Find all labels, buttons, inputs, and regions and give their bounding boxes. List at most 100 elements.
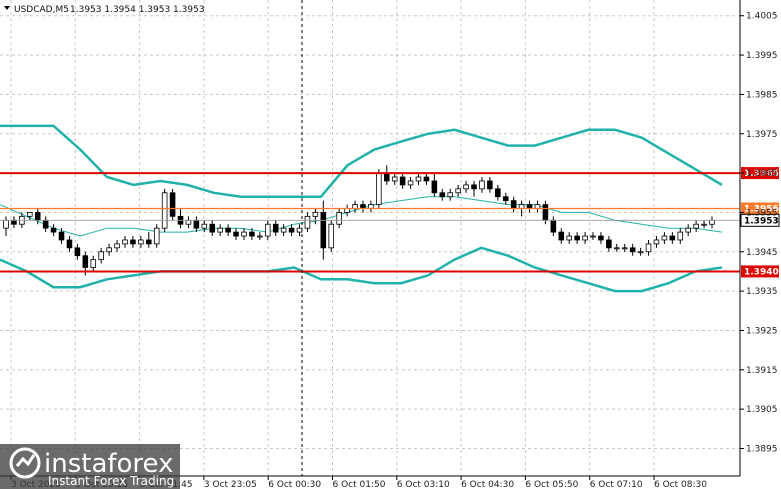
x-tick-label: 6 Oct 03:10 [397, 480, 450, 489]
candle-body [447, 192, 454, 198]
dropdown-triangle-icon[interactable] [4, 6, 10, 10]
candle-body [320, 212, 327, 249]
x-tick-label: 6 Oct 00:30 [268, 480, 321, 489]
candle [114, 239, 120, 252]
level-tag-label: 1.3940 [744, 267, 779, 277]
candle-body [455, 188, 461, 194]
candle [217, 224, 223, 237]
candle-body [209, 223, 216, 233]
candle [90, 255, 97, 272]
candle-body [653, 239, 660, 245]
candle-body [510, 200, 517, 209]
candle [479, 177, 485, 193]
candle-body [201, 223, 208, 229]
candle-body [312, 212, 319, 217]
candle [431, 173, 438, 197]
candle [272, 220, 279, 237]
logo-tagline: Instant Forex Trading [48, 474, 174, 488]
candle [693, 220, 699, 233]
candle [598, 232, 604, 244]
candle-body [637, 251, 644, 254]
x-tick-label: 6 Oct 05:50 [525, 480, 578, 489]
ohlc-label: 1.3953 1.3954 1.3953 1.3953 [70, 5, 205, 15]
candle [399, 173, 406, 189]
candle-body [257, 235, 263, 238]
candle [463, 180, 469, 193]
candle-body [58, 231, 65, 241]
logo-arrow-icon [15, 454, 36, 467]
candles [3, 165, 715, 276]
candle [502, 192, 509, 205]
candle [320, 200, 327, 260]
candle-body [614, 247, 620, 250]
candle-body [74, 247, 81, 257]
x-tick-label: 6 Oct 07:10 [590, 480, 643, 489]
candle [138, 236, 144, 248]
candle-body [138, 239, 144, 245]
candle [233, 228, 239, 240]
candle-body [629, 247, 636, 253]
candle [153, 224, 160, 248]
candle-body [122, 239, 128, 245]
level-tag [741, 202, 779, 215]
candle-body [161, 192, 168, 229]
chart-header: USDCAD,M5 1.3953 1.3954 1.3953 1.3953 [4, 5, 205, 15]
candle [280, 224, 287, 237]
candle [495, 184, 501, 201]
y-tick-label: 1.3985 [746, 90, 778, 100]
x-tick-label: 3 Oct 23:05 [204, 480, 257, 489]
candle-body [391, 176, 398, 182]
candle [50, 224, 57, 237]
candle [653, 236, 660, 248]
candle-body [169, 192, 176, 217]
logo-brand: instaforex [44, 449, 173, 479]
y-tick-label: 1.3945 [746, 248, 778, 258]
candle-body [399, 176, 406, 186]
candle [66, 236, 73, 252]
candle-body [296, 227, 303, 233]
candle-body [479, 180, 485, 190]
candle-body [114, 243, 120, 249]
candle [415, 173, 422, 185]
candle [201, 220, 208, 233]
y-tick-label: 1.3915 [746, 366, 778, 376]
y-tick-label: 1.3955 [746, 208, 778, 218]
y-tick-label: 1.3935 [746, 287, 778, 297]
candle [328, 220, 335, 252]
y-tick-label: 1.3975 [746, 130, 778, 140]
candle [74, 243, 81, 260]
candle-body [233, 231, 239, 237]
candle-body [280, 227, 287, 233]
candle [288, 224, 295, 237]
candle [161, 188, 168, 233]
candle-body [66, 239, 73, 249]
candle-body [34, 212, 41, 221]
y-tick-label: 1.3965 [746, 169, 778, 179]
candle-body [423, 176, 430, 182]
brand-logo: instaforex Instant Forex Trading [0, 444, 180, 489]
candle [447, 188, 454, 201]
candle-body [288, 227, 295, 233]
candle-body [407, 180, 414, 186]
candle [122, 236, 128, 248]
candle-body [42, 219, 49, 229]
x-tick-label: 6 Oct 08:30 [654, 480, 707, 489]
candle-body [249, 231, 255, 237]
candle-body [304, 215, 311, 229]
bollinger-lower-line [0, 246, 723, 293]
candle-body [241, 231, 247, 237]
candle [312, 208, 319, 225]
candle [423, 173, 430, 185]
candle-body [146, 239, 152, 245]
level-tag [741, 167, 779, 180]
y-tick-label: 1.3995 [746, 51, 778, 61]
candle [336, 208, 342, 229]
candle-body [471, 184, 477, 190]
candle-body [693, 223, 699, 229]
candle [614, 243, 620, 252]
candle [209, 220, 216, 237]
current-price-label: 1.3953 [744, 216, 779, 226]
candle [621, 243, 628, 252]
